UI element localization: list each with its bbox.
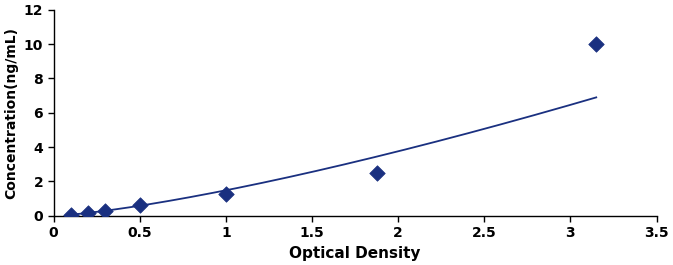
X-axis label: Optical Density: Optical Density <box>289 246 421 261</box>
Point <box>83 211 94 215</box>
Y-axis label: Concentration(ng/mL): Concentration(ng/mL) <box>4 27 18 199</box>
Point <box>135 203 145 207</box>
Point <box>221 192 232 197</box>
Point <box>591 42 602 46</box>
Point <box>100 208 110 213</box>
Point <box>372 171 383 175</box>
Point <box>65 213 76 217</box>
